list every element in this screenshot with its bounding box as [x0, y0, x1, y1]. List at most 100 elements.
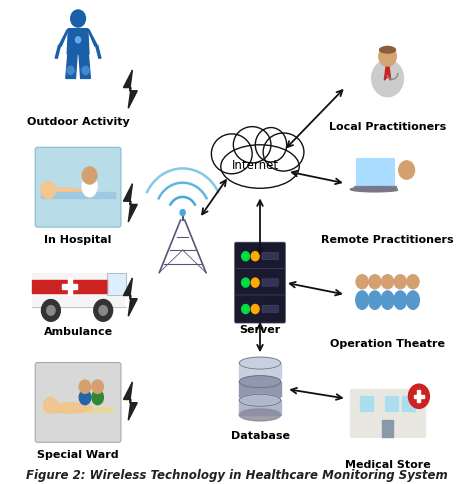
Polygon shape	[67, 30, 89, 55]
Text: Outdoor Activity: Outdoor Activity	[27, 117, 129, 126]
Text: Server: Server	[239, 324, 281, 334]
Ellipse shape	[46, 403, 92, 413]
Circle shape	[242, 252, 249, 261]
Ellipse shape	[233, 127, 271, 164]
Circle shape	[356, 275, 368, 289]
Text: In Hospital: In Hospital	[45, 235, 112, 245]
Circle shape	[180, 210, 185, 216]
Ellipse shape	[221, 146, 299, 189]
Bar	[350, 389, 425, 438]
Bar	[356, 158, 394, 187]
Polygon shape	[66, 55, 77, 79]
Ellipse shape	[380, 47, 395, 54]
Polygon shape	[59, 30, 68, 47]
Bar	[385, 396, 398, 411]
Circle shape	[382, 275, 393, 289]
Circle shape	[71, 11, 85, 28]
Polygon shape	[88, 30, 97, 47]
Circle shape	[44, 397, 57, 413]
Circle shape	[251, 278, 259, 287]
Ellipse shape	[82, 176, 97, 197]
Circle shape	[369, 275, 381, 289]
Bar	[414, 395, 424, 398]
Ellipse shape	[372, 61, 403, 97]
Ellipse shape	[263, 134, 304, 172]
Ellipse shape	[239, 372, 281, 384]
Polygon shape	[79, 55, 91, 79]
Circle shape	[399, 162, 415, 180]
Bar	[41, 193, 115, 199]
Ellipse shape	[239, 394, 281, 407]
Polygon shape	[123, 382, 137, 421]
FancyBboxPatch shape	[262, 279, 278, 287]
Bar	[360, 396, 373, 411]
Bar	[44, 407, 113, 412]
Text: Remote Practitioners: Remote Practitioners	[321, 235, 454, 245]
Ellipse shape	[239, 391, 281, 403]
Text: Special Ward: Special Ward	[37, 450, 119, 459]
Ellipse shape	[356, 291, 368, 310]
Circle shape	[41, 182, 55, 199]
Circle shape	[251, 305, 259, 314]
Ellipse shape	[44, 188, 85, 198]
Polygon shape	[123, 71, 137, 109]
FancyBboxPatch shape	[262, 305, 278, 313]
FancyBboxPatch shape	[235, 295, 285, 323]
Bar	[13, 277, 24, 288]
FancyBboxPatch shape	[35, 363, 121, 442]
Polygon shape	[55, 46, 61, 59]
Circle shape	[94, 300, 113, 322]
Bar	[63, 285, 77, 289]
Text: Operation Theatre: Operation Theatre	[330, 338, 445, 348]
Ellipse shape	[368, 291, 381, 310]
Bar	[418, 391, 420, 403]
FancyBboxPatch shape	[235, 242, 285, 271]
Ellipse shape	[394, 291, 407, 310]
Circle shape	[251, 252, 259, 261]
Circle shape	[394, 275, 406, 289]
Ellipse shape	[407, 291, 419, 310]
Bar	[68, 278, 72, 295]
Circle shape	[82, 67, 89, 75]
Circle shape	[242, 305, 249, 314]
Circle shape	[409, 384, 429, 408]
Circle shape	[67, 67, 74, 75]
Circle shape	[92, 380, 103, 393]
Ellipse shape	[79, 390, 91, 405]
Bar	[0, 277, 7, 288]
Ellipse shape	[350, 187, 400, 193]
FancyBboxPatch shape	[235, 269, 285, 297]
Bar	[354, 187, 396, 190]
Polygon shape	[384, 68, 391, 81]
Circle shape	[82, 167, 97, 184]
Ellipse shape	[398, 175, 415, 197]
Text: Medical Store: Medical Store	[345, 459, 430, 469]
Polygon shape	[123, 278, 137, 317]
Circle shape	[407, 275, 419, 289]
Ellipse shape	[239, 376, 281, 388]
FancyBboxPatch shape	[262, 253, 278, 260]
Bar	[32, 273, 124, 307]
Circle shape	[242, 278, 249, 287]
Bar	[32, 281, 107, 293]
Ellipse shape	[381, 291, 394, 310]
Ellipse shape	[92, 390, 103, 405]
Bar	[402, 396, 415, 411]
Ellipse shape	[239, 357, 281, 369]
Polygon shape	[96, 46, 101, 59]
Text: Figure 2: Wireless Technology in Healthcare Monitoring System: Figure 2: Wireless Technology in Healthc…	[26, 468, 448, 481]
Ellipse shape	[255, 128, 287, 163]
Circle shape	[42, 300, 60, 322]
Text: Internet: Internet	[232, 158, 279, 171]
Ellipse shape	[211, 135, 252, 174]
Bar	[383, 421, 393, 438]
Text: Ambulance: Ambulance	[44, 326, 113, 336]
Circle shape	[79, 380, 91, 393]
Circle shape	[99, 306, 107, 316]
Bar	[239, 382, 281, 396]
Polygon shape	[107, 273, 126, 295]
Bar	[239, 363, 281, 378]
Circle shape	[47, 306, 55, 316]
Ellipse shape	[239, 409, 281, 421]
Polygon shape	[123, 184, 137, 223]
